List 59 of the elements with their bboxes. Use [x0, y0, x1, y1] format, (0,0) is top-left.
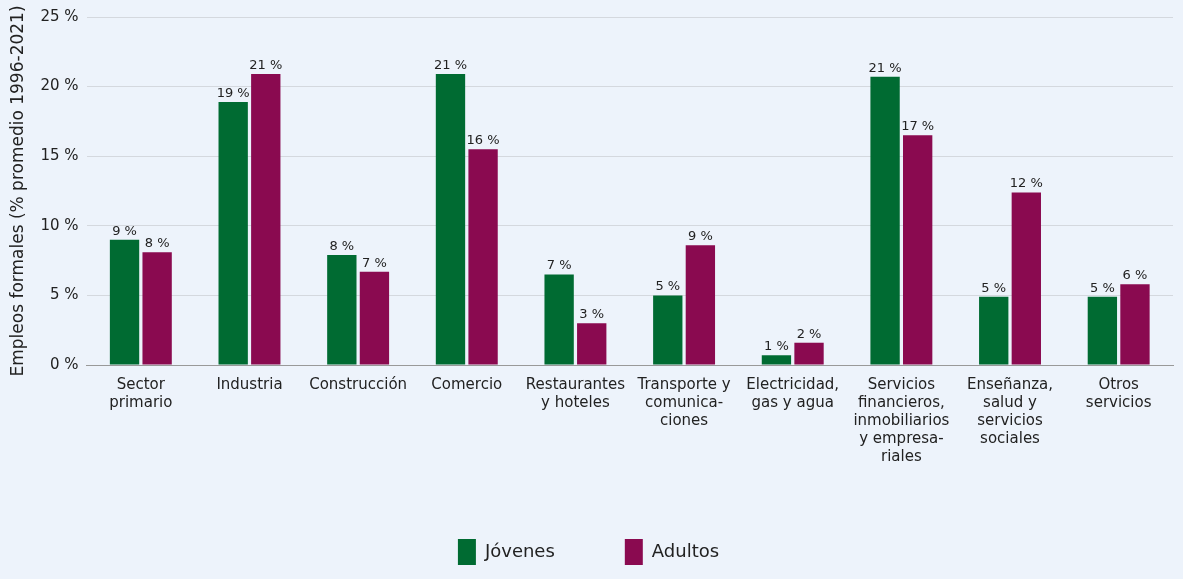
bar: [109, 239, 140, 365]
bar: [468, 149, 498, 365]
legend-label: Jóvenes: [483, 539, 555, 561]
data-label: 19 %: [216, 84, 250, 100]
data-label: 7 %: [546, 257, 572, 273]
data-label: 2 %: [796, 325, 822, 341]
bar: [218, 101, 248, 365]
data-label: 5 %: [655, 278, 681, 294]
data-label: 5 %: [1090, 279, 1115, 295]
x-tick-label: Electricidad, gas y agua: [746, 374, 840, 411]
data-label: 17 %: [901, 118, 935, 134]
y-tick-label: 0 %: [49, 354, 79, 373]
data-label: 9 %: [687, 228, 713, 244]
x-tick-label: Sector primario: [109, 374, 173, 411]
bar: [685, 245, 716, 365]
bar: [142, 252, 172, 365]
bar: [653, 295, 683, 365]
bar: [327, 255, 357, 365]
data-label: 8 %: [329, 237, 355, 253]
bar: [251, 74, 281, 365]
bar: [435, 74, 466, 365]
bar: [903, 135, 933, 365]
data-label: 8 %: [144, 235, 170, 251]
y-tick-label: 25 %: [40, 6, 79, 25]
data-label: 12 %: [1009, 175, 1043, 191]
x-tick-label: Servicios financieros, inmobiliarios y empresa- riales: [853, 374, 950, 465]
legend-label: Adultos: [651, 539, 720, 561]
data-label: 21 %: [868, 59, 902, 75]
data-label: 1 %: [764, 338, 789, 354]
data-label: 3 %: [579, 306, 605, 322]
y-tick-label: 15 %: [40, 146, 79, 165]
y-axis-title: Empleos formales (% promedio 1996-2021): [6, 5, 27, 377]
x-tick-label: Industria: [216, 374, 283, 393]
x-tick-label: Otros servicios: [1085, 374, 1152, 411]
bar: [979, 296, 1009, 365]
bar: [1087, 296, 1118, 365]
data-label: 5 %: [981, 279, 1007, 295]
bar: [1120, 284, 1150, 365]
x-tick-label: Construcción: [309, 374, 408, 393]
data-label: 6 %: [1122, 267, 1148, 283]
x-tick-label: Comercio: [431, 374, 503, 393]
bar: [359, 271, 390, 365]
x-tick-label: Restaurantes y hoteles: [525, 374, 626, 411]
bar: [794, 342, 824, 365]
bar: [577, 323, 607, 365]
bar: [544, 274, 574, 365]
bar: [870, 76, 900, 365]
data-label: 16 %: [466, 132, 500, 148]
data-label: 21 %: [249, 56, 283, 72]
bar: [1011, 192, 1041, 365]
y-tick-label: 10 %: [40, 215, 79, 234]
x-tick-label: Transporte y comunica- ciones: [636, 374, 731, 429]
y-tick-label: 5 %: [49, 285, 79, 304]
data-label: 21 %: [433, 56, 467, 72]
y-tick-label: 20 %: [40, 76, 79, 95]
x-tick-label: Enseñanza, salud y servicios sociales: [966, 374, 1054, 447]
bar: [761, 355, 792, 365]
data-label: 7 %: [362, 254, 387, 270]
data-label: 9 %: [112, 222, 137, 238]
